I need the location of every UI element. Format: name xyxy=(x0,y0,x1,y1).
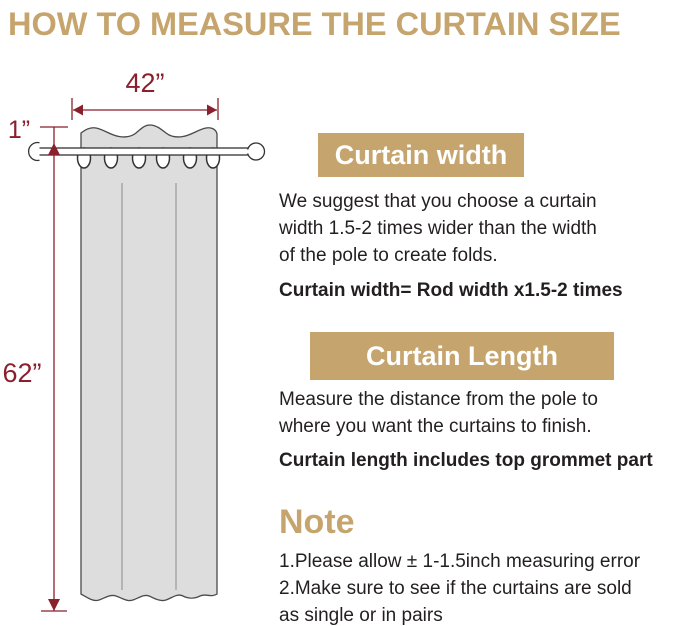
svg-text:62”: 62” xyxy=(2,358,41,388)
svg-text:1”: 1” xyxy=(8,116,30,144)
svg-text:42”: 42” xyxy=(125,68,164,98)
